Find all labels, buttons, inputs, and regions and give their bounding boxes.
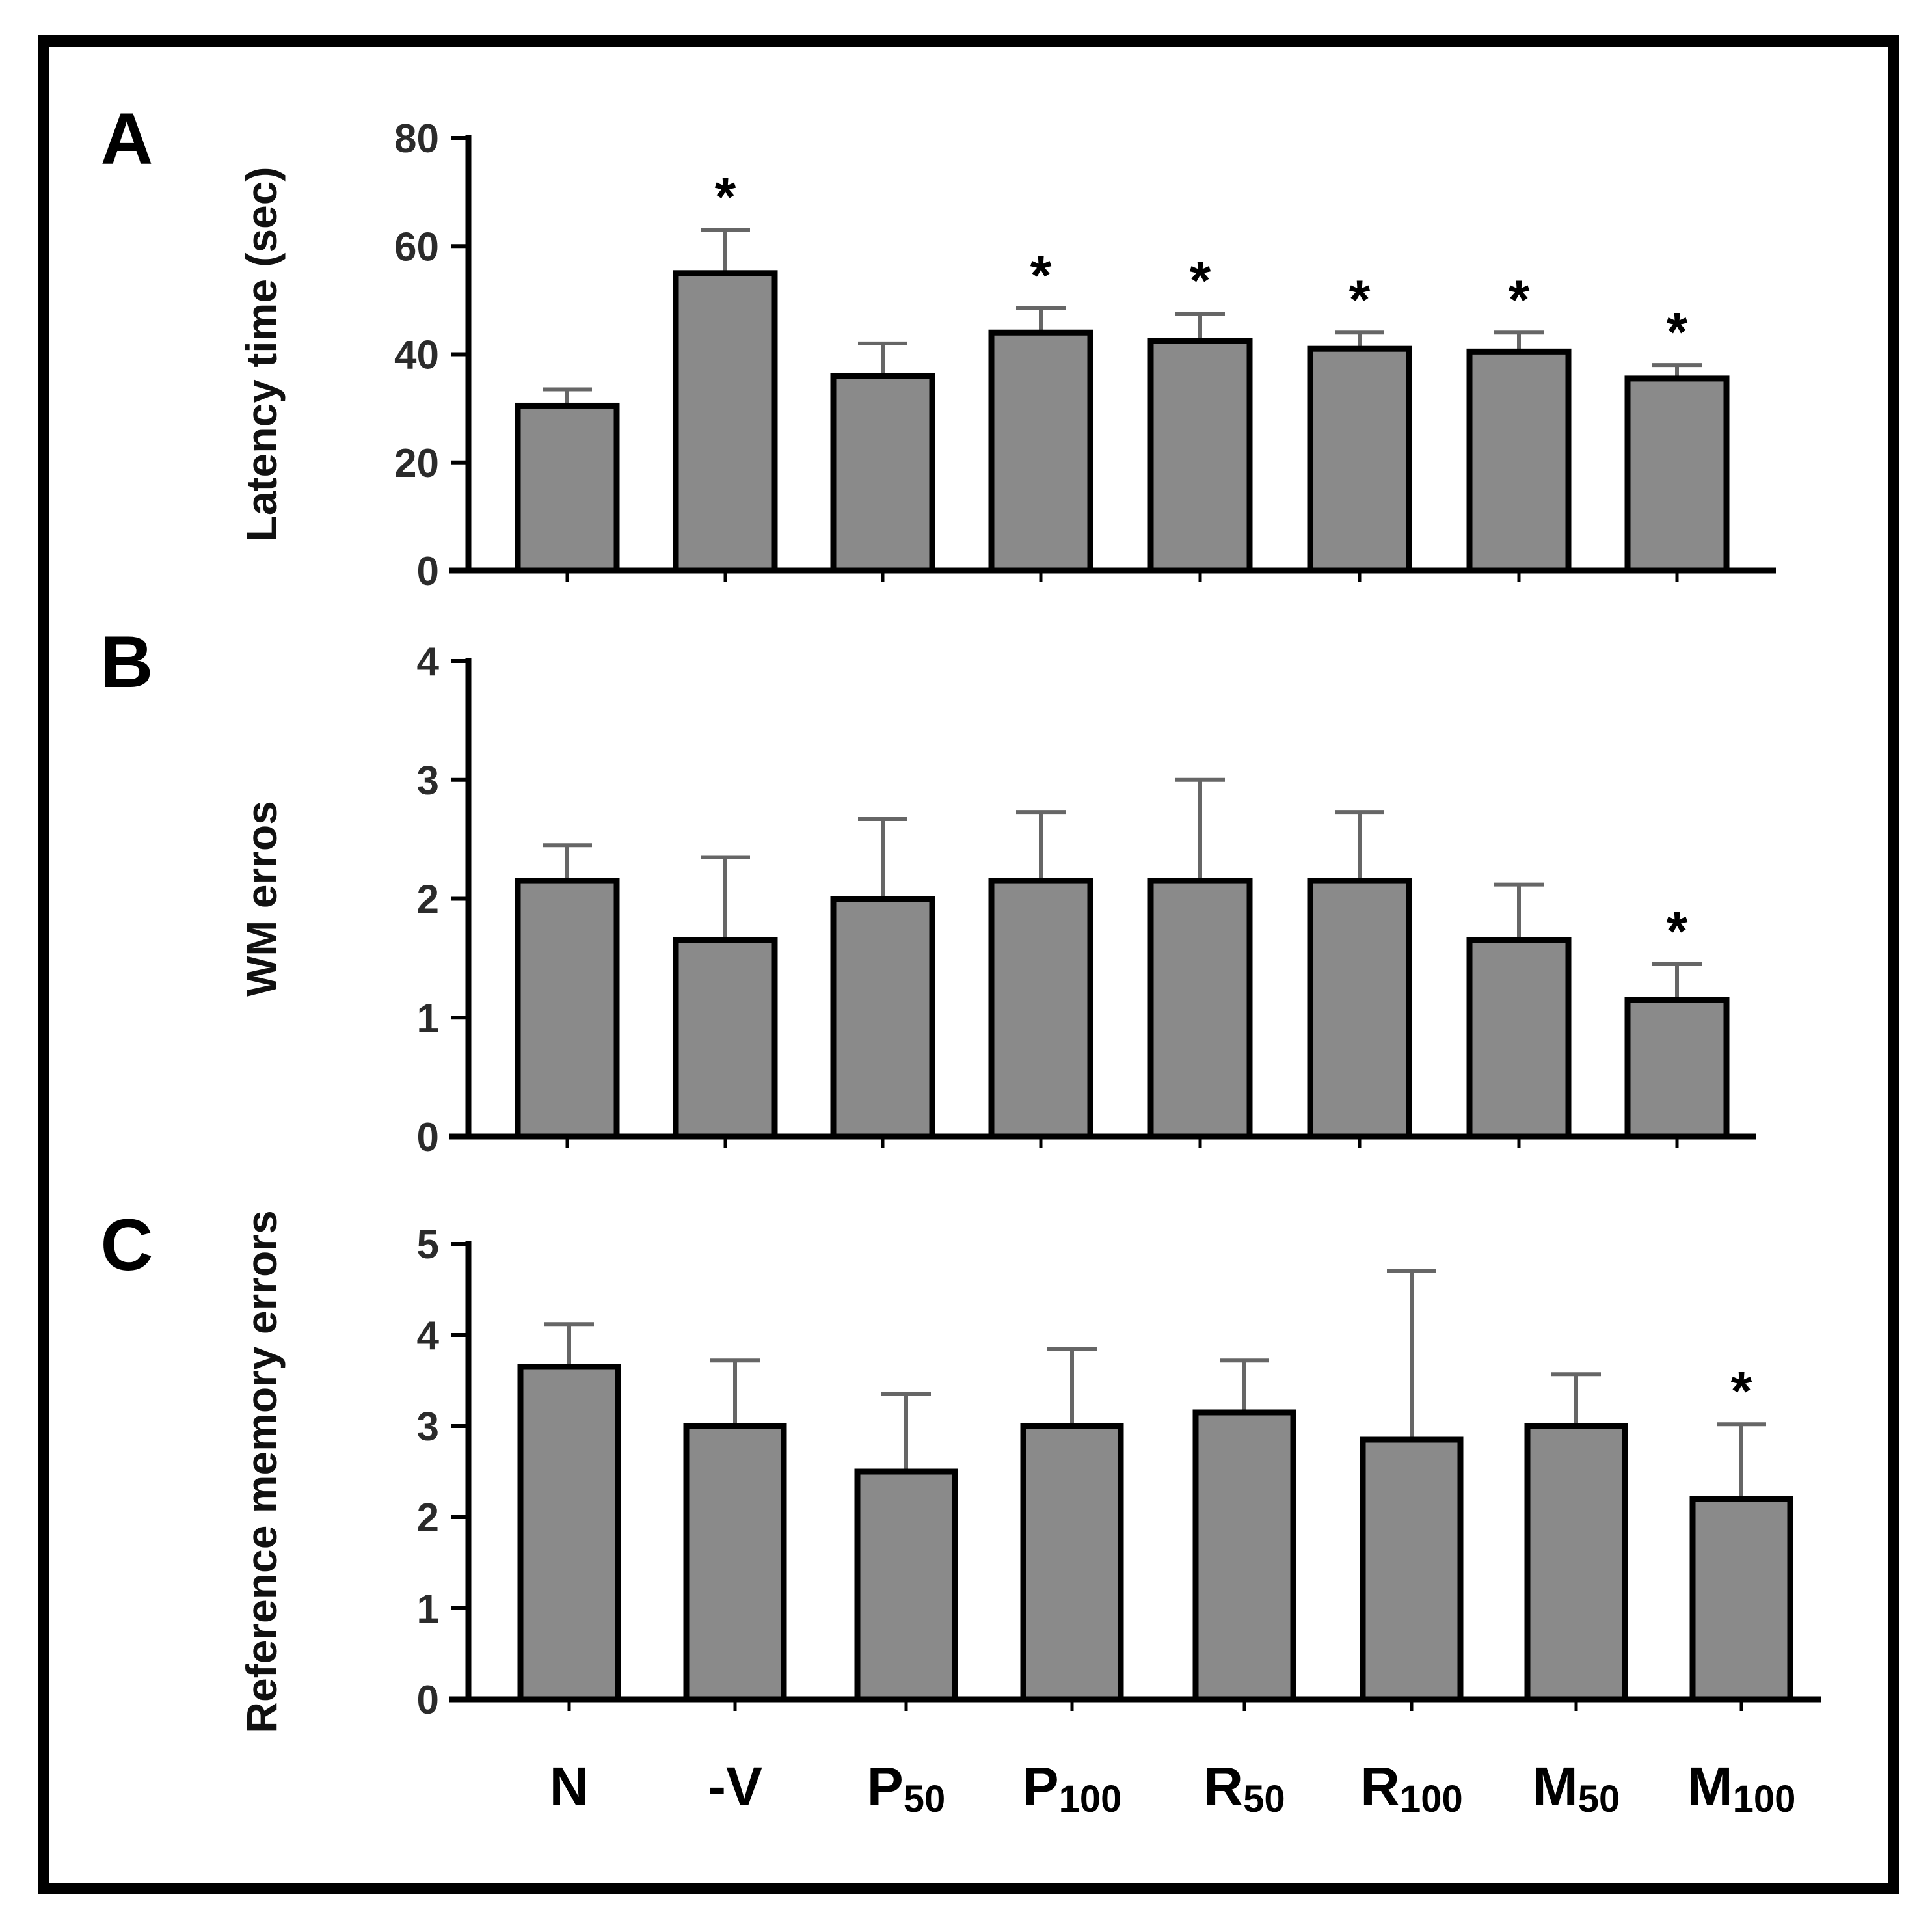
- y-tick-label: 4: [417, 1314, 440, 1358]
- y-tick-label: 0: [417, 549, 439, 594]
- bar-P100: [988, 878, 1093, 1140]
- y-tick-label: 3: [417, 759, 439, 803]
- significance-star: *: [1667, 900, 1688, 962]
- bar-M100: [1689, 1496, 1793, 1703]
- bar-N: [515, 402, 620, 574]
- bar--V: [673, 270, 778, 574]
- category-label: R50: [1203, 1756, 1285, 1820]
- bar-P100: [988, 329, 1093, 574]
- panel-label: C: [101, 1204, 154, 1286]
- bar-R100: [1360, 1436, 1464, 1703]
- panel-label: A: [101, 98, 154, 180]
- category-label: M100: [1687, 1756, 1796, 1820]
- category-label: -V: [708, 1756, 762, 1817]
- category-main: -V: [708, 1756, 762, 1817]
- category-main: P: [867, 1756, 904, 1817]
- y-tick-label: 1: [417, 1587, 439, 1632]
- category-main: R: [1360, 1756, 1400, 1817]
- panel-A: A Latency time (sec) 0 20 40 60 80 * * * * * *: [101, 98, 1776, 594]
- bar-P50: [830, 896, 935, 1140]
- y-axis-title: WM erros: [237, 801, 286, 997]
- significance-star: *: [1509, 269, 1530, 330]
- bar-M100: [1624, 997, 1730, 1140]
- category-subscript: 100: [1400, 1778, 1463, 1820]
- y-tick-label: 2: [417, 878, 439, 923]
- bar-R100: [1307, 878, 1412, 1140]
- category-main: M: [1687, 1756, 1733, 1817]
- y-tick-label: 0: [417, 1115, 439, 1160]
- bar-R100: [1307, 345, 1412, 574]
- y-tick-label: 0: [417, 1678, 439, 1723]
- significance-star: *: [1030, 245, 1052, 306]
- bar-M100: [1624, 375, 1730, 574]
- category-main: M: [1533, 1756, 1578, 1817]
- y-axis-title: Reference memory errors: [237, 1210, 286, 1732]
- y-tick-label: 60: [394, 224, 439, 269]
- category-subscript: 100: [1733, 1778, 1796, 1820]
- panel-B: B WM erros 0 1 2 3 4 *: [101, 621, 1756, 1160]
- y-tick-label: 3: [417, 1405, 439, 1449]
- y-tick-label: 5: [417, 1222, 439, 1267]
- bar-M50: [1524, 1423, 1628, 1703]
- category-label: M50: [1533, 1756, 1620, 1820]
- bar--V: [673, 937, 778, 1140]
- y-axis-title: Latency time (sec): [237, 167, 286, 542]
- bar--V: [683, 1423, 787, 1703]
- y-tick-label: 4: [417, 640, 440, 684]
- bar-P100: [1020, 1423, 1124, 1703]
- significance-star: *: [715, 166, 736, 227]
- significance-star: *: [1349, 269, 1371, 330]
- bar-N: [515, 878, 620, 1140]
- category-subscript: 50: [1243, 1778, 1285, 1820]
- y-tick-label: 2: [417, 1496, 439, 1541]
- bar-R50: [1147, 878, 1253, 1140]
- category-axis: N -V P50 P100 R50 R100 M50 M100: [550, 1756, 1796, 1820]
- y-tick-label: 80: [394, 116, 439, 161]
- significance-star: *: [1190, 250, 1211, 311]
- bar-P50: [854, 1468, 958, 1703]
- bar-R50: [1192, 1409, 1296, 1703]
- category-subscript: 50: [1578, 1778, 1620, 1820]
- category-label: R100: [1360, 1756, 1462, 1820]
- bar-M50: [1466, 937, 1572, 1140]
- category-main: R: [1203, 1756, 1243, 1817]
- panel-C: C Reference memory errors 0 1 2 3 4 5 *: [101, 1204, 1821, 1733]
- bar-N: [517, 1364, 621, 1703]
- y-tick-label: 20: [394, 441, 439, 486]
- category-subscript: 100: [1059, 1778, 1122, 1820]
- category-subscript: 50: [904, 1778, 946, 1820]
- bar-R50: [1147, 338, 1253, 574]
- category-label: P50: [867, 1756, 946, 1820]
- significance-star: *: [1731, 1360, 1752, 1422]
- category-main: P: [1023, 1756, 1059, 1817]
- bar-M50: [1466, 348, 1572, 574]
- panel-label: B: [101, 621, 154, 703]
- category-label: P100: [1023, 1756, 1122, 1820]
- significance-star: *: [1667, 301, 1688, 362]
- category-label: N: [550, 1756, 589, 1817]
- category-main: N: [550, 1756, 589, 1817]
- y-tick-label: 1: [417, 996, 439, 1041]
- y-tick-label: 40: [394, 333, 439, 378]
- bar-P50: [830, 373, 935, 574]
